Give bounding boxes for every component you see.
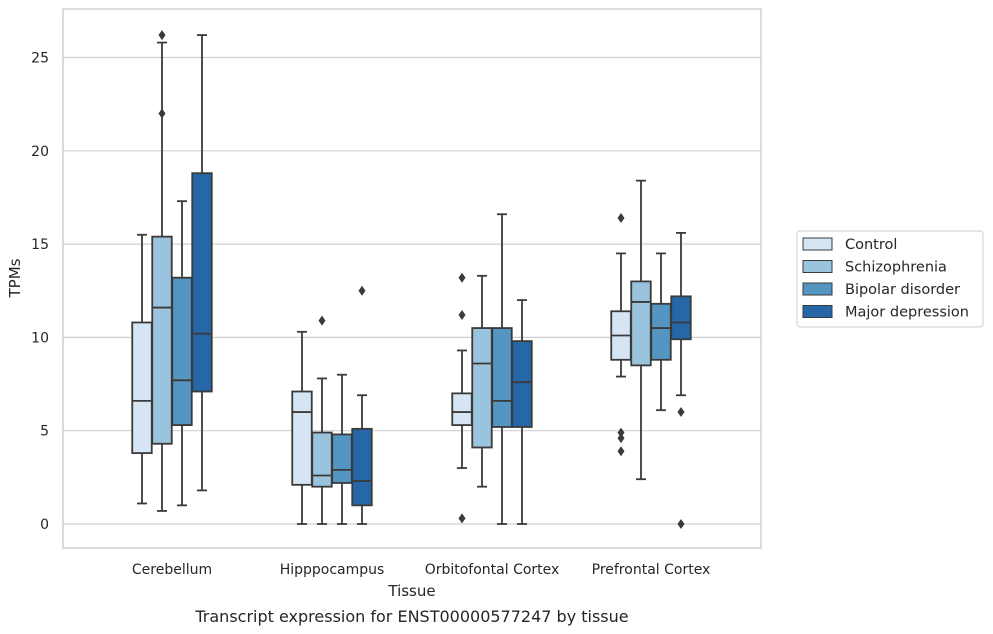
y-tick-label: 0 [40, 517, 49, 533]
legend-label: Bipolar disorder [845, 282, 960, 298]
iqr-box [650, 302, 672, 361]
outlier-point [617, 427, 625, 438]
x-tick-label: Cerebellum [132, 562, 212, 578]
legend-label: Major depression [845, 305, 969, 321]
outlier-point [677, 519, 685, 529]
box-bipolar-disorder [650, 252, 672, 412]
outlier-point [617, 446, 625, 457]
outlier-point [617, 433, 625, 444]
x-tick-label: Hipppocampus [280, 562, 385, 578]
box-control [131, 233, 153, 505]
box-schizophrenia [151, 30, 173, 512]
outlier-point [458, 310, 466, 321]
iqr-box [311, 431, 333, 488]
y-tick-label: 25 [31, 51, 49, 67]
x-tick-label: Prefrontal Cortex [592, 562, 711, 578]
outlier-point [318, 315, 326, 326]
box-major-depression [191, 34, 213, 492]
outlier-point [458, 272, 466, 283]
iqr-box [171, 276, 193, 427]
box-schizophrenia [471, 274, 493, 488]
legend-swatch [802, 282, 833, 296]
iqr-box [351, 427, 373, 507]
y-axis-title: TPMs [6, 258, 24, 298]
box-schizophrenia [630, 179, 652, 481]
outlier-point [458, 513, 466, 524]
legend-label: Schizophrenia [845, 260, 947, 276]
iqr-box [451, 392, 473, 427]
iqr-box [471, 327, 493, 449]
outlier-point [158, 30, 166, 41]
iqr-box [131, 321, 153, 454]
x-tick-label: Orbitofontal Cortex [425, 562, 560, 578]
x-axis-title: Tissue [387, 582, 435, 600]
y-tick-label: 10 [31, 330, 49, 346]
iqr-box [491, 327, 513, 428]
box-control [451, 272, 473, 524]
legend-items: Control Schizophrenia Bipolar disorder Majo… [802, 237, 969, 321]
y-tick-label: 15 [31, 237, 49, 253]
outlier-point [158, 108, 166, 119]
box-major-depression [511, 299, 533, 525]
legend-swatch [802, 305, 833, 318]
legend-label: Control [845, 237, 897, 253]
outlier-point [617, 212, 625, 223]
box-bipolar-disorder [491, 213, 513, 525]
box-control [610, 212, 632, 457]
y-tick-label: 20 [31, 144, 49, 160]
box-layer [131, 30, 692, 529]
y-tick-labels: 0 5 10 15 20 25 [31, 51, 49, 534]
outlier-point [677, 407, 685, 418]
y-tick-label: 5 [40, 424, 49, 440]
plot-area-frame [62, 8, 762, 549]
iqr-box [151, 235, 173, 445]
chart-caption: Transcript expression for ENST0000057724… [194, 607, 628, 626]
iqr-box [630, 280, 652, 367]
outlier-point [358, 285, 366, 296]
iqr-box [511, 340, 533, 428]
x-tick-labels: Cerebellum Hipppocampus Orbitofontal Corte… [132, 562, 710, 578]
iqr-box [191, 172, 213, 393]
box-schizophrenia [311, 315, 333, 525]
legend: Control Schizophrenia Bipolar disorder Majo… [796, 230, 984, 328]
box-bipolar-disorder [171, 200, 193, 507]
box-major-depression [351, 285, 373, 525]
iqr-box [331, 433, 353, 484]
box-control [291, 330, 313, 525]
box-bipolar-disorder [331, 373, 353, 525]
box-major-depression [670, 232, 692, 529]
legend-swatch [802, 260, 833, 273]
iqr-box [291, 390, 313, 486]
legend-swatch [802, 237, 833, 251]
iqr-box [670, 295, 692, 341]
legend-frame [796, 230, 984, 328]
